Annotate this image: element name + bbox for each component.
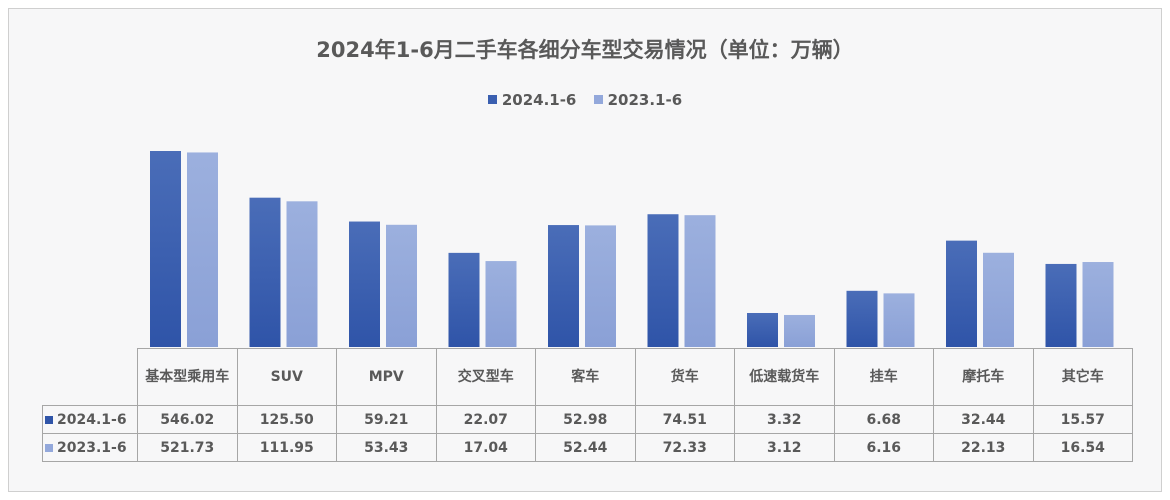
- bar-2023.1-6-低速载货车: [784, 314, 815, 347]
- legend-swatch-2023: [593, 95, 603, 104]
- row-label-text: 2023.1-6: [57, 439, 127, 456]
- value-cell: 52.98: [535, 405, 636, 434]
- category-label: 低速载货车: [734, 348, 835, 406]
- value-cell: 32.44: [933, 405, 1034, 434]
- bar-2023.1-6-MPV: [386, 224, 417, 347]
- category-label: SUV: [236, 348, 337, 406]
- row-label-text: 2024.1-6: [57, 411, 127, 428]
- bar-2023.1-6-挂车: [883, 293, 915, 347]
- value-cell: 546.02: [137, 405, 238, 434]
- bar-2024.1-6-交叉型车: [448, 252, 480, 347]
- data-table: 基本型乘用车 SUV MPV 交叉型车 客车 货车 低速载货车 挂车 摩托车 其它车 2024.1…: [42, 348, 1133, 462]
- value-cell: 3.12: [734, 433, 835, 462]
- value-cell: 521.73: [137, 433, 238, 462]
- row-label-2023: 2023.1-6: [42, 433, 138, 462]
- bar-2023.1-6-摩托车: [983, 252, 1014, 347]
- legend-label-2024: 2024.1-6: [501, 90, 577, 109]
- bar-2024.1-6-客车: [548, 225, 579, 347]
- bar-2023.1-6-货车: [684, 215, 716, 347]
- legend-item-2023: 2023.1-6: [593, 90, 683, 109]
- value-cell: 111.95: [236, 433, 337, 462]
- bar-2023.1-6-其它车: [1082, 262, 1114, 347]
- value-cell: 125.50: [236, 405, 337, 434]
- category-label: 摩托车: [933, 348, 1034, 406]
- value-cell: 16.54: [1032, 433, 1133, 462]
- table-corner: [42, 348, 138, 406]
- value-cell: 52.44: [535, 433, 636, 462]
- bar-2024.1-6-基本型乘用车: [150, 151, 181, 347]
- bar-2024.1-6-挂车: [846, 290, 878, 347]
- bar-2023.1-6-SUV: [286, 201, 318, 347]
- value-cell: 22.13: [933, 433, 1034, 462]
- bar-2024.1-6-摩托车: [946, 240, 977, 347]
- value-cell: 59.21: [336, 405, 437, 434]
- chart-title: 2024年1-6月二手车各细分车型交易情况（单位：万辆）: [316, 38, 854, 62]
- category-label: 客车: [535, 348, 636, 406]
- row-swatch-2023: [45, 443, 53, 452]
- bar-2024.1-6-SUV: [249, 197, 281, 347]
- category-label: 其它车: [1032, 348, 1133, 406]
- category-label: 交叉型车: [435, 348, 536, 406]
- bar-2024.1-6-货车: [647, 214, 679, 347]
- category-label: 基本型乘用车: [137, 348, 238, 406]
- row-swatch-2024: [45, 415, 53, 424]
- table-row-2024: 2024.1-6 546.02 125.50 59.21 22.07 52.98 74.51…: [42, 405, 1133, 434]
- bar-2023.1-6-交叉型车: [485, 261, 517, 347]
- legend-swatch-2024: [487, 95, 497, 104]
- bar-2023.1-6-客车: [585, 225, 616, 347]
- value-cell: 72.33: [634, 433, 735, 462]
- bar-2023.1-6-基本型乘用车: [187, 152, 218, 347]
- value-cell: 6.68: [833, 405, 934, 434]
- category-label: 挂车: [833, 348, 934, 406]
- row-label-2024: 2024.1-6: [42, 405, 138, 434]
- legend-label-2023: 2023.1-6: [607, 90, 683, 109]
- legend-item-2024: 2024.1-6: [487, 90, 577, 109]
- bar-2024.1-6-低速载货车: [747, 312, 778, 347]
- value-cell: 15.57: [1032, 405, 1133, 434]
- category-label: MPV: [336, 348, 437, 406]
- legend: 2024.1-6 2023.1-6: [0, 90, 1170, 109]
- bar-2024.1-6-MPV: [349, 221, 380, 347]
- value-cell: 17.04: [435, 433, 536, 462]
- value-cell: 6.16: [833, 433, 934, 462]
- category-label: 货车: [634, 348, 735, 406]
- bar-2024.1-6-其它车: [1045, 263, 1077, 347]
- value-cell: 22.07: [435, 405, 536, 434]
- value-cell: 3.32: [734, 405, 835, 434]
- value-cell: 53.43: [336, 433, 437, 462]
- value-cell: 74.51: [634, 405, 735, 434]
- table-row-2023: 2023.1-6 521.73 111.95 53.43 17.04 52.44 72.33…: [42, 433, 1133, 462]
- table-header-row: 基本型乘用车 SUV MPV 交叉型车 客车 货车 低速载货车 挂车 摩托车 其它车: [42, 348, 1133, 406]
